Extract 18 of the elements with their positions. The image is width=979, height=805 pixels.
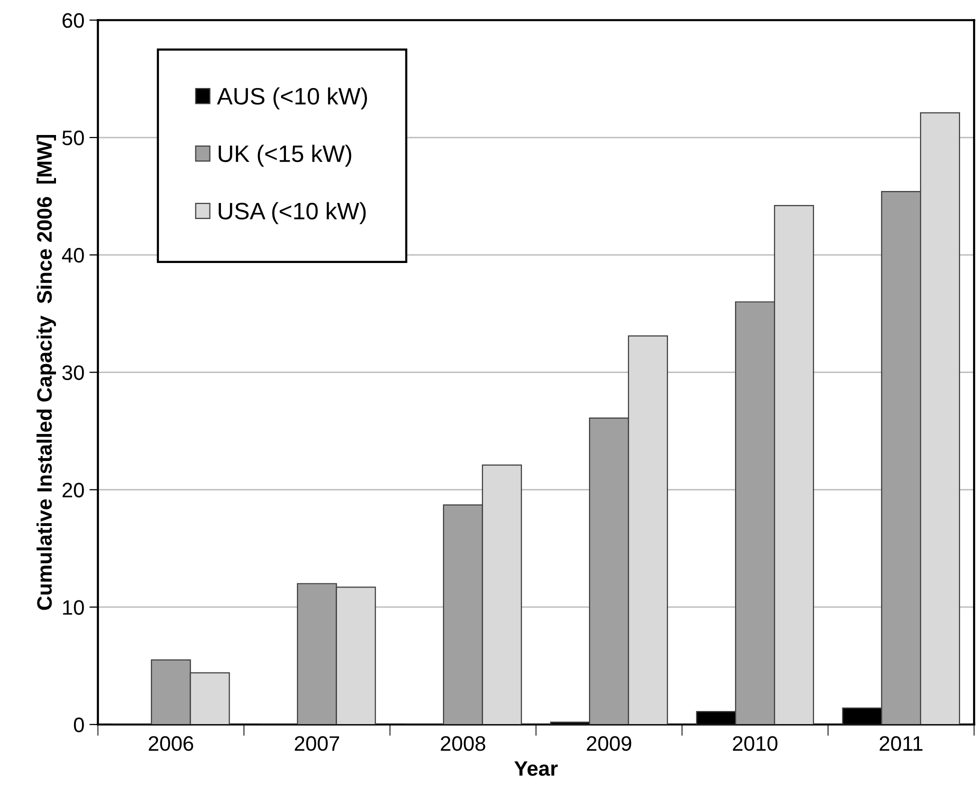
- x-tick-label: 2007: [294, 736, 340, 751]
- x-tick-label: 2006: [148, 736, 194, 751]
- y-tick-label: 20: [62, 482, 84, 498]
- x-tick-label: 2011: [880, 736, 922, 751]
- y-axis-title: Cumulative Installed Capacity Since 2006 [MW]: [36, 134, 56, 610]
- legend-label: AUS (<10 kW): [216, 87, 367, 110]
- x-tick-label: 2010: [732, 736, 778, 751]
- legend-label: UK (<15 kW): [218, 144, 352, 167]
- y-tick-label: 60: [62, 13, 84, 28]
- y-tick-label: 40: [62, 248, 84, 263]
- x-axis-title: Year: [514, 761, 558, 776]
- y-tick-label: 10: [63, 600, 84, 615]
- y-tick-label: 50: [62, 130, 84, 146]
- x-tick-label: 2009: [586, 736, 632, 751]
- y-tick-label: 0: [74, 718, 84, 732]
- legend-label: USA (<10 kW): [218, 202, 366, 224]
- y-tick-label: 30: [62, 365, 84, 380]
- x-tick-label: 2008: [440, 736, 486, 751]
